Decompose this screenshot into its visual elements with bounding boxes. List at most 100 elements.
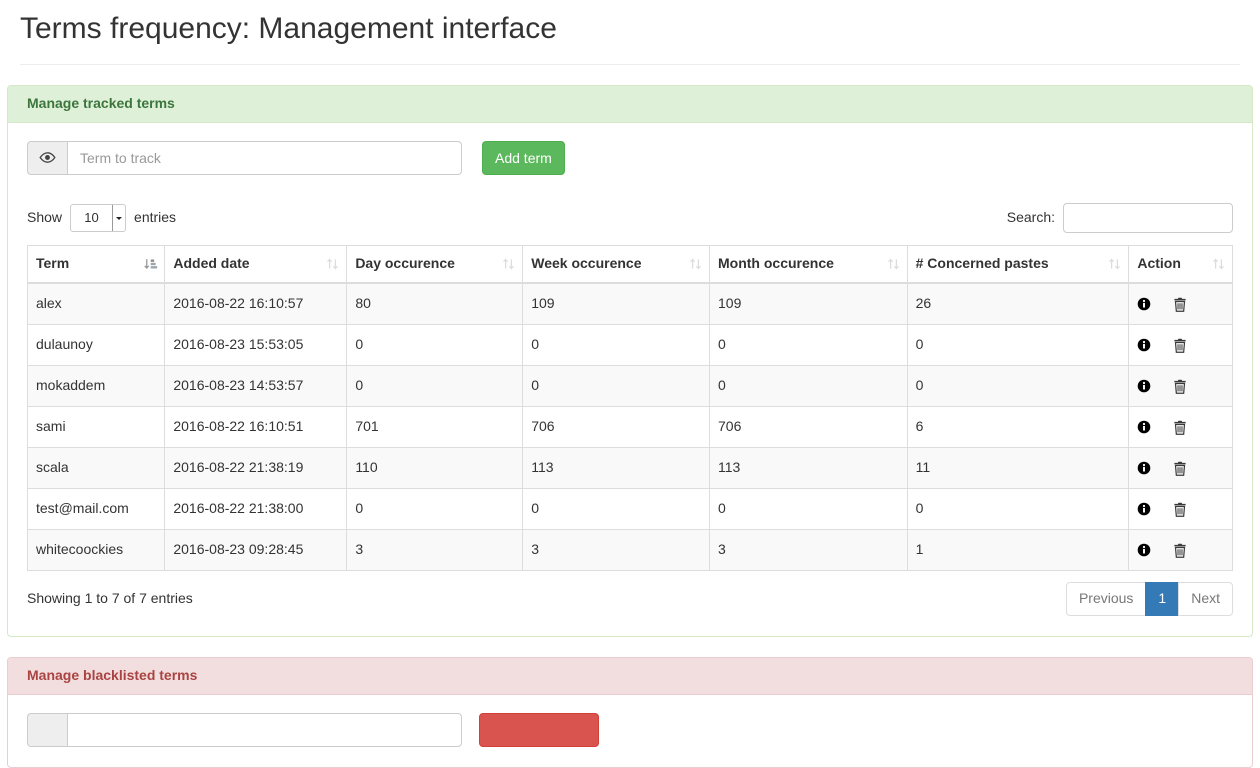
pagination-next-button[interactable]: Next bbox=[1178, 581, 1233, 616]
cell-added-date: 2016-08-22 21:38:19 bbox=[164, 446, 348, 489]
pagination: Previous 1 Next bbox=[1065, 581, 1233, 616]
trash-icon[interactable] bbox=[1173, 502, 1187, 517]
cell-month-occurence: 109 bbox=[709, 282, 908, 325]
cell-month-occurence: 3 bbox=[709, 528, 908, 571]
column-header-term[interactable]: Term bbox=[26, 244, 166, 284]
sort-icon bbox=[886, 256, 901, 271]
cell-term: scala bbox=[26, 446, 166, 489]
table-info-text: Showing 1 to 7 of 7 entries bbox=[27, 589, 193, 606]
info-circle-icon[interactable] bbox=[1137, 420, 1151, 434]
blacklisted-terms-panel-heading: Manage blacklisted terms bbox=[8, 657, 1252, 695]
entries-label: entries bbox=[134, 208, 177, 225]
datatable-footer: Showing 1 to 7 of 7 entries Previous 1 N… bbox=[27, 581, 1233, 616]
cell-week-occurence: 113 bbox=[522, 446, 710, 489]
page-length-select[interactable]: 10 bbox=[70, 203, 127, 232]
cell-day-occurence: 701 bbox=[346, 405, 524, 448]
table-row: sami 2016-08-22 16:10:51 701 706 706 6 bbox=[26, 405, 1233, 448]
cell-day-occurence: 0 bbox=[346, 487, 524, 530]
cell-day-occurence: 80 bbox=[346, 282, 524, 325]
trash-icon[interactable] bbox=[1173, 543, 1187, 558]
info-circle-icon[interactable] bbox=[1137, 461, 1151, 475]
cell-action bbox=[1128, 282, 1233, 325]
blacklisted-terms-panel: Manage blacklisted terms bbox=[7, 656, 1253, 768]
cell-month-occurence: 0 bbox=[709, 487, 908, 530]
blacklist-term-row bbox=[27, 712, 1233, 747]
term-to-blacklist-input[interactable] bbox=[67, 712, 462, 747]
info-circle-icon[interactable] bbox=[1137, 338, 1151, 352]
cell-added-date: 2016-08-23 15:53:05 bbox=[164, 323, 348, 366]
cell-concerned-pastes: 1 bbox=[906, 528, 1130, 571]
cell-action bbox=[1128, 405, 1233, 448]
cell-term: test@mail.com bbox=[26, 487, 166, 530]
page-length-control: Show 10 entries bbox=[27, 203, 177, 232]
column-header-month-occurence[interactable]: Month occurence bbox=[709, 244, 908, 284]
sort-icon bbox=[1211, 256, 1226, 271]
column-header-concerned-pastes[interactable]: # Concerned pastes bbox=[906, 244, 1130, 284]
sort-icon bbox=[325, 256, 340, 271]
cell-day-occurence: 3 bbox=[346, 528, 524, 571]
cell-added-date: 2016-08-22 21:38:00 bbox=[164, 487, 348, 530]
tracked-terms-table: Term Added date bbox=[26, 244, 1233, 571]
cell-action bbox=[1128, 528, 1233, 571]
cell-added-date: 2016-08-23 14:53:57 bbox=[164, 364, 348, 407]
column-header-added-date[interactable]: Added date bbox=[164, 244, 348, 284]
column-header-action[interactable]: Action bbox=[1128, 244, 1233, 284]
info-circle-icon[interactable] bbox=[1137, 502, 1151, 516]
trash-icon[interactable] bbox=[1173, 461, 1187, 476]
page-length-value: 10 bbox=[84, 209, 99, 225]
cell-concerned-pastes: 11 bbox=[906, 446, 1130, 489]
pagination-page-1-button[interactable]: 1 bbox=[1145, 581, 1180, 616]
cell-term: sami bbox=[26, 405, 166, 448]
cell-action bbox=[1128, 364, 1233, 407]
cell-term: dulaunoy bbox=[26, 323, 166, 366]
table-row: scala 2016-08-22 21:38:19 110 113 113 11 bbox=[26, 446, 1233, 489]
caret-down-icon bbox=[112, 204, 125, 231]
cell-concerned-pastes: 26 bbox=[906, 282, 1130, 325]
tracked-terms-panel-body: Add term Show 10 entries Search: bbox=[8, 123, 1252, 636]
cell-week-occurence: 0 bbox=[522, 487, 710, 530]
info-circle-icon[interactable] bbox=[1137, 379, 1151, 393]
table-row: test@mail.com 2016-08-22 21:38:00 0 0 0 … bbox=[26, 487, 1233, 530]
table-row: whitecoockies 2016-08-23 09:28:45 3 3 3 … bbox=[26, 528, 1233, 571]
term-input-addon bbox=[27, 140, 67, 175]
sort-icon bbox=[1107, 256, 1122, 271]
cell-week-occurence: 109 bbox=[522, 282, 710, 325]
cell-term: whitecoockies bbox=[26, 528, 166, 571]
sort-icon bbox=[501, 256, 516, 271]
table-row: dulaunoy 2016-08-23 15:53:05 0 0 0 0 bbox=[26, 323, 1233, 366]
cell-term: mokaddem bbox=[26, 364, 166, 407]
tracked-terms-panel-title: Manage tracked terms bbox=[27, 94, 175, 111]
trash-icon[interactable] bbox=[1173, 420, 1187, 435]
eye-icon bbox=[39, 149, 56, 166]
blacklist-input-addon bbox=[27, 712, 67, 747]
info-circle-icon[interactable] bbox=[1137, 297, 1151, 311]
trash-icon[interactable] bbox=[1173, 297, 1187, 312]
cell-week-occurence: 0 bbox=[522, 364, 710, 407]
cell-concerned-pastes: 0 bbox=[906, 323, 1130, 366]
search-input[interactable] bbox=[1063, 202, 1233, 233]
show-label: Show bbox=[27, 208, 63, 225]
sort-icon bbox=[688, 256, 703, 271]
blacklist-term-button[interactable] bbox=[479, 712, 599, 747]
term-to-track-input[interactable] bbox=[67, 140, 462, 175]
column-header-week-occurence[interactable]: Week occurence bbox=[522, 244, 710, 284]
term-input-group bbox=[27, 140, 462, 175]
cell-term: alex bbox=[26, 282, 166, 325]
cell-added-date: 2016-08-22 16:10:51 bbox=[164, 405, 348, 448]
cell-concerned-pastes: 0 bbox=[906, 487, 1130, 530]
blacklisted-terms-panel-body bbox=[8, 695, 1252, 767]
cell-action bbox=[1128, 323, 1233, 366]
trash-icon[interactable] bbox=[1173, 338, 1187, 353]
cell-week-occurence: 3 bbox=[522, 528, 710, 571]
pagination-previous-button[interactable]: Previous bbox=[1065, 581, 1147, 616]
trash-icon[interactable] bbox=[1173, 379, 1187, 394]
cell-month-occurence: 706 bbox=[709, 405, 908, 448]
column-header-day-occurence[interactable]: Day occurence bbox=[346, 244, 524, 284]
add-term-button[interactable]: Add term bbox=[482, 140, 565, 175]
cell-added-date: 2016-08-22 16:10:57 bbox=[164, 282, 348, 325]
blacklisted-terms-panel-title: Manage blacklisted terms bbox=[27, 666, 198, 683]
search-label: Search: bbox=[1006, 208, 1055, 225]
cell-day-occurence: 0 bbox=[346, 364, 524, 407]
info-circle-icon[interactable] bbox=[1137, 543, 1151, 557]
cell-month-occurence: 113 bbox=[709, 446, 908, 489]
